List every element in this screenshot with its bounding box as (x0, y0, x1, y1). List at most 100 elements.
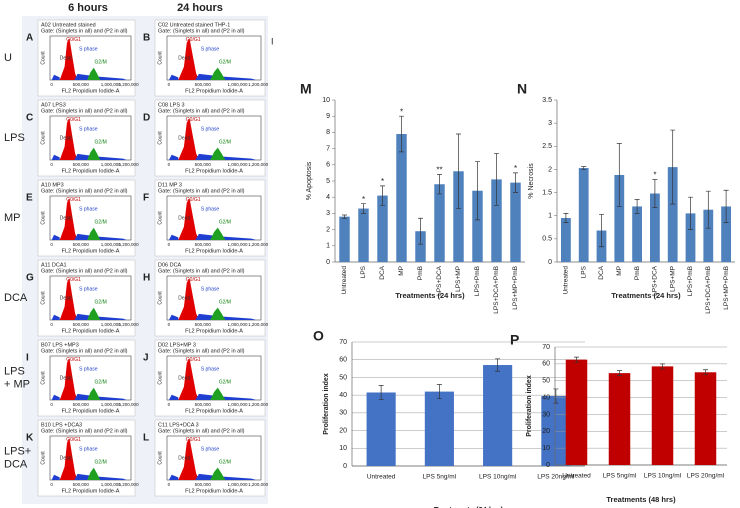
x-label: FL2 Propidium Iodide-A (185, 88, 243, 94)
bar (614, 174, 625, 262)
error-bar (494, 153, 499, 206)
x-tick-label: LPS (580, 265, 587, 278)
error-bar (617, 370, 622, 377)
x-tick-label: LPS 20ng/ml (687, 473, 725, 480)
region-label: S phase (79, 127, 98, 133)
panel-frame (37, 339, 136, 417)
error-bar (436, 384, 442, 400)
x-tick-label: 500,000 (195, 162, 212, 167)
panel-letter: J (143, 353, 149, 364)
x-tick-label: LPS 10ng/ml (479, 474, 517, 481)
x-tick-label: 0 (50, 242, 53, 247)
y-label: Count (157, 51, 163, 65)
x-tick-label: 1,200,000 (248, 242, 269, 247)
error-bar (688, 196, 693, 230)
error-bar (616, 143, 622, 207)
y-tick-label: 6 (326, 162, 330, 169)
x-tick-label: 1,200,000 (119, 82, 140, 87)
dead-region (51, 474, 60, 480)
y-axis-label: Proliferation index (526, 375, 533, 437)
y-tick-label: 1.5 (542, 189, 552, 196)
region-label: S phase (201, 287, 220, 293)
g2m-peak (87, 307, 101, 320)
x-tick-label: LPS+DCA+PmB (705, 266, 712, 314)
x-label: FL2 Propidium Iodide-A (185, 168, 243, 174)
significance: * (514, 164, 517, 173)
g2m-peak (87, 67, 101, 80)
bar (561, 218, 571, 262)
region-label: Dead (60, 215, 72, 221)
error-bar (475, 161, 480, 221)
gate-text: Gate: (Singlets in all) and (P2 in all) (158, 428, 245, 434)
x-label: FL2 Propidium Iodide-A (185, 328, 243, 334)
region-label: G2/M (95, 220, 107, 226)
bar (483, 365, 513, 466)
g1-peak (59, 198, 78, 240)
region-label: Dead (178, 135, 190, 141)
x-tick-label: LPS 10ng/ml (644, 473, 682, 480)
error-bar (563, 213, 569, 224)
region-label: G2/M (219, 60, 231, 66)
x-tick-label: LPS+PmB (474, 266, 481, 296)
error-bar (703, 369, 708, 376)
panel-title: C11 LPS+DCA 3 (158, 422, 199, 428)
y-tick-label: 7 (326, 145, 330, 152)
x-tick-label: 500,000 (73, 82, 90, 87)
region-label: Dead (178, 375, 190, 381)
x-tick-label: 0 (168, 482, 171, 487)
region-label: G2/M (95, 460, 107, 466)
g2m-peak (87, 147, 101, 160)
region-label: G0/G1 (66, 197, 81, 203)
region-label: S phase (79, 47, 98, 53)
y-tick-label: 40 (542, 394, 550, 401)
region-label: G0/G1 (186, 197, 201, 203)
error-bar (495, 358, 501, 372)
x-tick-label: 1,000,000 (227, 402, 248, 407)
region-label: S phase (201, 447, 220, 453)
panel-letter: H (143, 273, 150, 284)
column-header: 24 hours (177, 2, 223, 14)
x-label: FL2 Propidium Iodide-A (185, 248, 243, 254)
y-tick-label: 10 (322, 97, 330, 104)
y-tick-label: 50 (339, 374, 347, 381)
region-label: S phase (201, 207, 220, 213)
region-label: G0/G1 (66, 37, 81, 43)
y-label: Count (40, 51, 46, 65)
panel-letter: N (517, 81, 527, 97)
y-tick-label: 0 (546, 462, 550, 469)
error-bar (378, 385, 384, 400)
y-tick-label: 9 (326, 113, 330, 120)
x-tick-label: 500,000 (73, 322, 90, 327)
g2m-peak (210, 227, 226, 240)
y-label: Count (40, 211, 46, 225)
x-tick-label: LPS 5ng/ml (603, 473, 637, 480)
region-label: S phase (201, 127, 220, 133)
x-tick-label: LPS+DCA (652, 265, 659, 295)
panel-frame (37, 259, 136, 337)
x-tick-label: 500,000 (73, 482, 90, 487)
x-tick-label: 1,000,000 (101, 82, 122, 87)
dead-region (51, 314, 60, 320)
panel-title: C08 LPS 3 (158, 102, 185, 108)
panel-frame (154, 99, 266, 177)
panel-frame (37, 19, 136, 97)
y-tick-label: 60 (339, 357, 347, 364)
y-tick-label: 50 (542, 378, 550, 385)
bar (434, 184, 445, 262)
g2m-peak (87, 387, 101, 400)
region-label: Dead (60, 135, 72, 141)
y-label: Count (40, 451, 46, 465)
bar (703, 209, 714, 262)
x-tick-label: 1,000,000 (227, 322, 248, 327)
row-label: LPS (4, 132, 25, 144)
x-tick-label: Untreated (562, 473, 591, 480)
bar (578, 168, 589, 262)
y-tick-label: 5 (326, 178, 330, 185)
gate-text: Gate: (Singlets in all) and (P2 in all) (158, 268, 245, 274)
x-tick-label: 500,000 (195, 82, 212, 87)
y-tick-label: 20 (542, 428, 550, 435)
g1-peak (178, 438, 199, 480)
panel-title: A10 MP3 (41, 182, 64, 188)
gate-text: Gate: (Singlets in all) and (P2 in all) (41, 428, 128, 434)
x-tick-label: MP (616, 266, 623, 276)
